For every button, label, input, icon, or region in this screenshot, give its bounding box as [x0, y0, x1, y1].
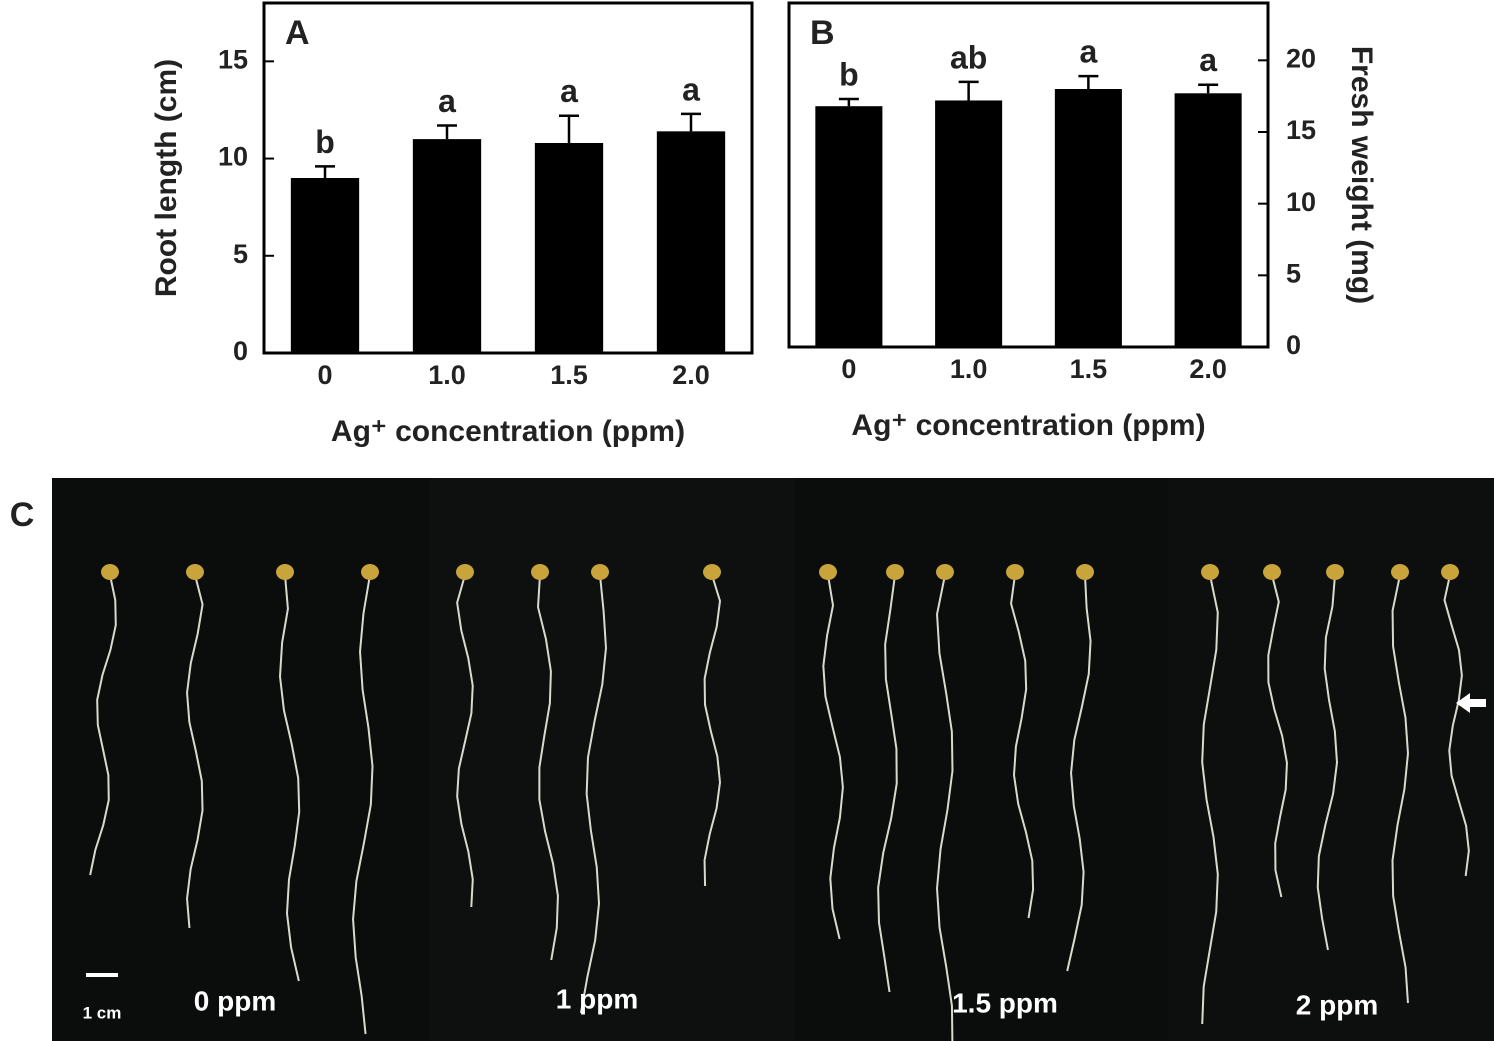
error-bar — [437, 124, 457, 140]
y-axis-title: Fresh weight (mg) — [1345, 46, 1378, 304]
y-tick-label: 5 — [233, 239, 248, 269]
significance-letter: ab — [950, 39, 987, 75]
treatment-label: 1 ppm — [556, 983, 638, 1014]
root — [822, 574, 844, 940]
y-tick-label: 20 — [1286, 43, 1316, 73]
treatment-label: 0 ppm — [194, 985, 276, 1016]
y-tick-label: 5 — [1286, 258, 1301, 288]
x-tick-label: 1.0 — [428, 360, 466, 390]
y-tick-label: 15 — [218, 44, 248, 74]
plot-frame — [262, 1, 754, 355]
bar — [815, 106, 883, 347]
significance-letter: a — [438, 83, 456, 119]
panel-label: C — [10, 496, 35, 534]
bar — [1174, 93, 1242, 347]
x-tick-label: 1.5 — [1070, 354, 1108, 384]
panel-label: B — [810, 14, 835, 52]
root — [877, 574, 898, 993]
x-axis-title: Ag⁺ concentration (ppm) — [851, 409, 1205, 442]
seed — [936, 564, 954, 580]
y-axis-title: Root length (cm) — [150, 59, 183, 297]
root — [1443, 574, 1470, 877]
seed — [186, 564, 204, 580]
root — [703, 574, 722, 887]
root — [1066, 574, 1092, 972]
significance-letter: a — [1079, 34, 1097, 70]
root — [1010, 574, 1035, 919]
significance-letter: a — [1199, 42, 1217, 78]
root — [537, 574, 559, 961]
plot-frame — [787, 1, 1270, 349]
error-bar — [559, 114, 579, 143]
bar — [412, 139, 482, 353]
root — [186, 574, 204, 929]
seed — [101, 564, 119, 580]
root — [1267, 574, 1288, 898]
seed — [1391, 564, 1409, 580]
scale-bar-label: 1 cm — [83, 1003, 122, 1022]
y-tick-label: 10 — [218, 142, 248, 172]
bar — [1054, 89, 1122, 347]
seed — [361, 564, 379, 580]
seed — [1441, 564, 1459, 580]
error-bar — [958, 80, 979, 101]
significance-letter: b — [315, 124, 335, 160]
seed — [1076, 564, 1094, 580]
root — [1391, 574, 1409, 1004]
root — [352, 574, 374, 1035]
root — [89, 574, 117, 876]
bar — [534, 143, 604, 353]
x-axis-title: Ag⁺ concentration (ppm) — [331, 415, 685, 448]
y-tick-label: 15 — [1286, 115, 1316, 145]
root — [1201, 574, 1219, 1025]
seedlings — [89, 564, 1470, 1041]
seed — [1263, 564, 1281, 580]
significance-letter: a — [560, 73, 578, 109]
seed — [276, 564, 294, 580]
bar — [290, 178, 360, 353]
x-tick-label: 1.0 — [950, 354, 988, 384]
root — [456, 574, 474, 908]
error-bar — [1198, 83, 1219, 94]
y-tick-label: 0 — [1286, 330, 1301, 360]
error-bar — [681, 112, 701, 132]
seed — [1006, 564, 1024, 580]
seed — [456, 564, 474, 580]
error-bar — [838, 97, 859, 107]
x-tick-label: 1.5 — [550, 360, 588, 390]
bar — [935, 100, 1003, 347]
significance-letter: b — [839, 56, 859, 92]
root — [936, 574, 954, 1041]
treatment-label: 1.5 ppm — [952, 987, 1058, 1018]
y-tick-label: 0 — [233, 336, 248, 366]
x-tick-label: 2.0 — [1189, 354, 1227, 384]
root — [278, 574, 301, 982]
photo-subpanel — [1168, 478, 1494, 1041]
root — [1316, 574, 1339, 951]
significance-letter: a — [682, 71, 700, 107]
seed — [591, 564, 609, 580]
x-tick-label: 2.0 — [672, 360, 710, 390]
panel-label: A — [285, 14, 310, 52]
treatment-label: 2 ppm — [1296, 989, 1378, 1020]
x-tick-label: 0 — [841, 354, 856, 384]
x-tick-label: 0 — [317, 360, 332, 390]
y-tick-label: 10 — [1286, 187, 1316, 217]
error-bar — [315, 165, 335, 178]
arrow — [1456, 693, 1486, 713]
seed — [886, 564, 904, 580]
seed — [703, 564, 721, 580]
bar — [656, 131, 726, 353]
error-bar — [1078, 74, 1099, 89]
root — [579, 574, 607, 1014]
photo-subpanel — [430, 478, 795, 1041]
seed — [819, 564, 837, 580]
seed — [1201, 564, 1219, 580]
seed — [531, 564, 549, 580]
seed — [1326, 564, 1344, 580]
